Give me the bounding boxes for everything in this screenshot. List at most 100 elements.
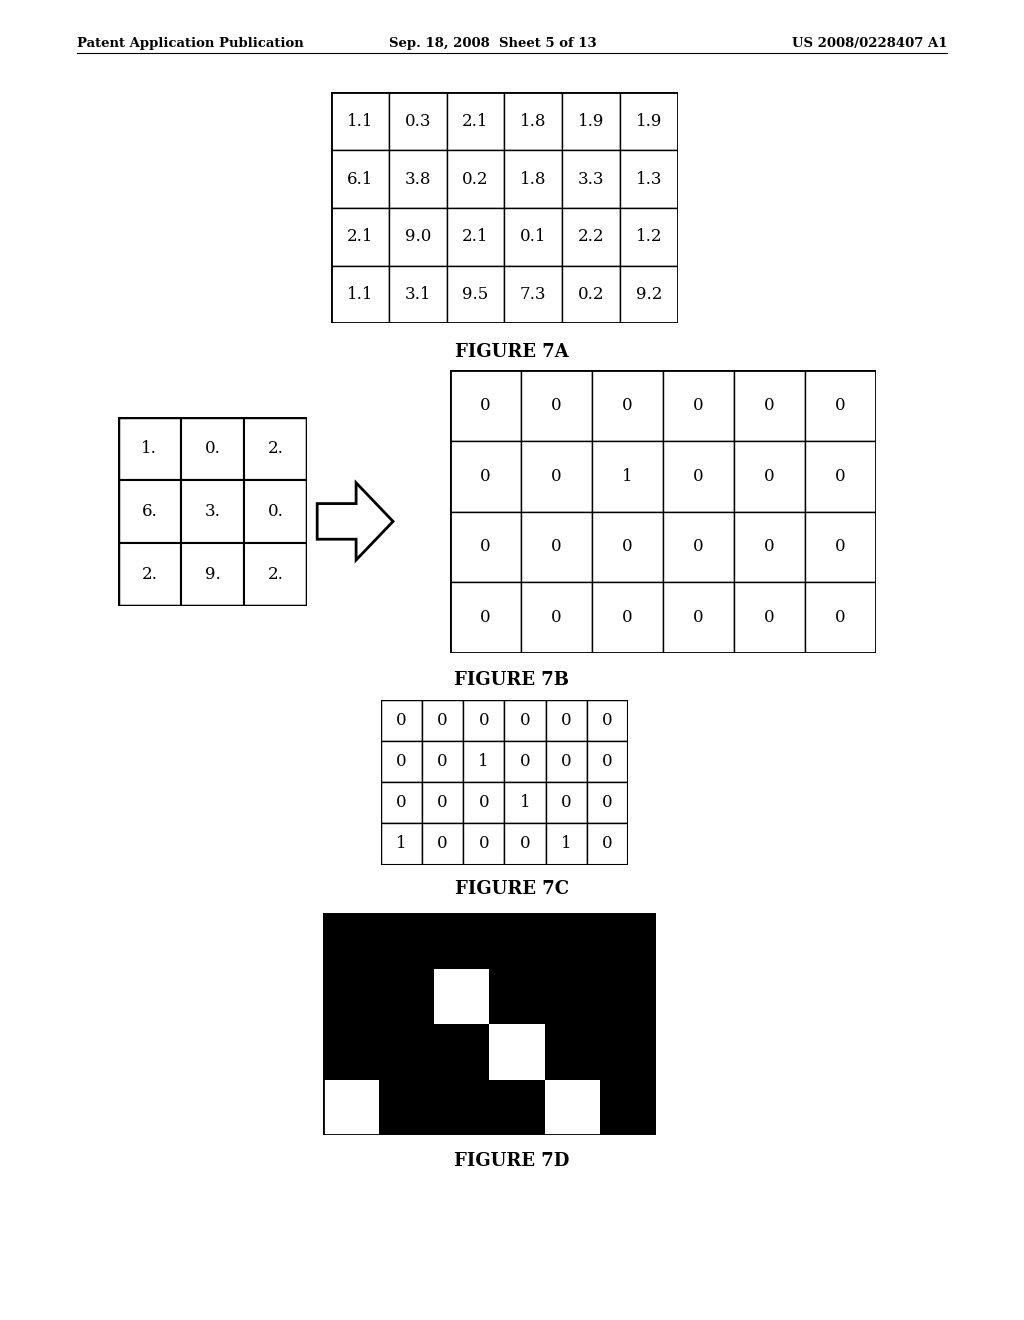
Text: 1: 1 (478, 752, 489, 770)
Bar (422, 700, 463, 741)
Text: 0: 0 (478, 711, 489, 729)
Bar (805, 370, 876, 441)
Text: Patent Application Publication: Patent Application Publication (77, 37, 303, 50)
Bar (620, 209, 678, 265)
Bar (451, 582, 521, 653)
Text: 0: 0 (602, 711, 612, 729)
Bar (504, 92, 562, 150)
Bar (451, 370, 521, 441)
Bar (324, 969, 379, 1024)
Bar (118, 543, 181, 606)
FancyArrow shape (317, 483, 393, 560)
Bar (734, 370, 805, 441)
Text: 0: 0 (764, 467, 775, 484)
Text: 0: 0 (602, 752, 612, 770)
Text: 0: 0 (693, 539, 703, 556)
Bar (324, 1024, 379, 1080)
Text: 2.: 2. (267, 440, 284, 457)
Bar (521, 370, 592, 441)
Text: 0: 0 (519, 752, 530, 770)
Bar (545, 1080, 600, 1135)
Bar (546, 741, 587, 781)
Bar (664, 370, 734, 441)
Text: 3.: 3. (205, 503, 220, 520)
Bar (422, 824, 463, 865)
Text: 0: 0 (480, 610, 490, 627)
Bar (389, 209, 446, 265)
Bar (379, 969, 434, 1024)
Text: 9.5: 9.5 (462, 286, 488, 304)
Text: 0: 0 (623, 610, 633, 627)
Text: 0: 0 (480, 539, 490, 556)
Bar (379, 1080, 434, 1135)
Text: 0: 0 (764, 539, 775, 556)
Text: 0: 0 (561, 795, 571, 812)
Bar (331, 209, 389, 265)
Bar (600, 1080, 655, 1135)
Bar (664, 511, 734, 582)
Bar (422, 781, 463, 824)
Bar (181, 417, 244, 480)
Text: 0: 0 (693, 396, 703, 413)
Text: 2.1: 2.1 (462, 228, 488, 246)
Text: 0: 0 (764, 396, 775, 413)
Text: 0.: 0. (205, 440, 220, 457)
Bar (446, 150, 504, 209)
Bar (504, 781, 546, 824)
Text: FIGURE 7A: FIGURE 7A (455, 343, 569, 362)
Text: 6.1: 6.1 (347, 170, 373, 187)
Bar (620, 92, 678, 150)
Text: 0: 0 (519, 836, 530, 853)
Text: 2.2: 2.2 (578, 228, 604, 246)
Text: 0: 0 (478, 795, 489, 812)
Bar (451, 511, 521, 582)
Text: 1.9: 1.9 (578, 112, 604, 129)
Bar (446, 265, 504, 323)
Bar (664, 582, 734, 653)
Text: 3.1: 3.1 (404, 286, 431, 304)
Bar (545, 1024, 600, 1080)
Bar (463, 781, 504, 824)
Text: 0: 0 (764, 610, 775, 627)
Text: 0: 0 (437, 836, 447, 853)
Text: 0: 0 (602, 836, 612, 853)
Bar (620, 265, 678, 323)
Bar (489, 1080, 545, 1135)
Text: 0.3: 0.3 (404, 112, 431, 129)
Bar (734, 582, 805, 653)
Bar (118, 417, 181, 480)
Text: 0: 0 (480, 396, 490, 413)
Text: 6.: 6. (141, 503, 158, 520)
Bar (244, 543, 307, 606)
Bar (422, 741, 463, 781)
Text: 0: 0 (623, 396, 633, 413)
Bar (521, 511, 592, 582)
Bar (521, 582, 592, 653)
Bar (562, 150, 620, 209)
Text: 1.1: 1.1 (347, 112, 373, 129)
Text: 1: 1 (623, 467, 633, 484)
Text: 0: 0 (836, 396, 846, 413)
Text: 0: 0 (836, 610, 846, 627)
Text: US 2008/0228407 A1: US 2008/0228407 A1 (792, 37, 947, 50)
Bar (562, 209, 620, 265)
Bar (389, 265, 446, 323)
Text: 0: 0 (480, 467, 490, 484)
Bar (546, 781, 587, 824)
Text: 1: 1 (396, 836, 407, 853)
Text: 1.1: 1.1 (347, 286, 373, 304)
Bar (463, 700, 504, 741)
Bar (545, 913, 600, 969)
Bar (244, 480, 307, 543)
Bar (587, 741, 628, 781)
Bar (379, 913, 434, 969)
Text: Sep. 18, 2008  Sheet 5 of 13: Sep. 18, 2008 Sheet 5 of 13 (389, 37, 597, 50)
Text: 2.: 2. (267, 566, 284, 583)
Bar (324, 913, 379, 969)
Text: 9.2: 9.2 (636, 286, 662, 304)
Text: 0: 0 (396, 711, 407, 729)
Text: 0: 0 (623, 539, 633, 556)
Bar (379, 1024, 434, 1080)
Text: 0: 0 (551, 396, 562, 413)
Bar (118, 480, 181, 543)
